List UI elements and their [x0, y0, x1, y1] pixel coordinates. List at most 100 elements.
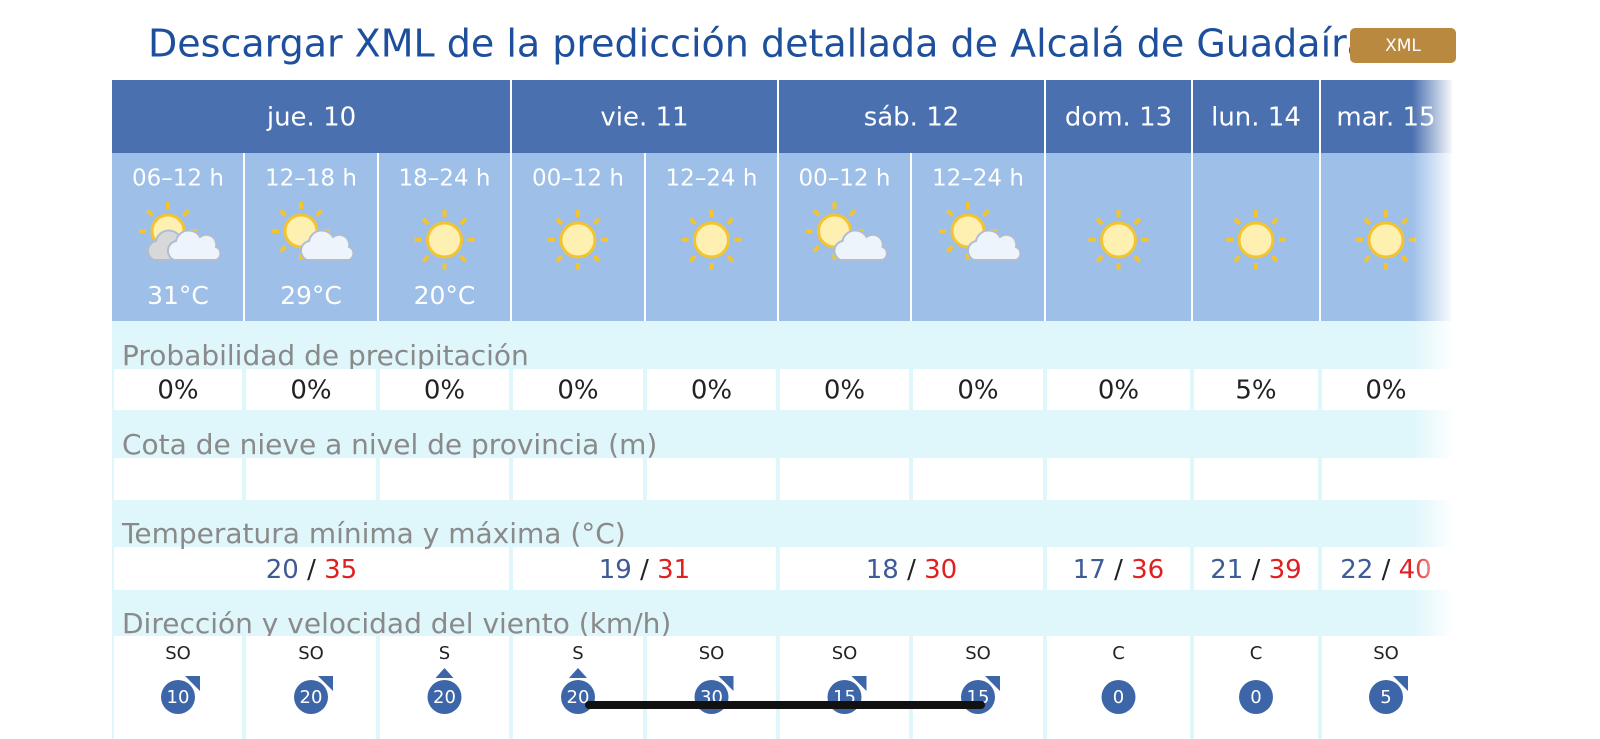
- wind-speed: 0: [1113, 687, 1124, 708]
- period-label: 18–24 h: [399, 166, 491, 192]
- precip-cell: [114, 369, 242, 410]
- temp-max: 30: [924, 555, 957, 585]
- wind-speed: 10: [167, 687, 190, 708]
- wind-direction: SO: [165, 643, 191, 664]
- temp-max: 31: [657, 555, 690, 585]
- section-title: Probabilidad de precipitación: [122, 339, 529, 372]
- sun-ray: [279, 245, 287, 253]
- wind-arrow: [1393, 676, 1408, 691]
- wind-badge: [1101, 680, 1136, 714]
- precip-value: 0%: [824, 376, 865, 406]
- temp-label: 31°C: [147, 281, 209, 310]
- wind-direction: SO: [1373, 643, 1399, 664]
- sun-ray: [592, 217, 601, 226]
- sun: [1237, 221, 1275, 259]
- snow-cell: [246, 458, 376, 500]
- snow-cell: [380, 458, 509, 500]
- sun-ray: [982, 209, 990, 217]
- wind-speed: 20: [567, 687, 590, 708]
- sun-ray: [812, 209, 821, 217]
- sun-ray: [1400, 254, 1409, 263]
- sun: [426, 221, 463, 259]
- wind-direction: SO: [699, 643, 725, 664]
- sun-ray: [555, 254, 564, 263]
- temp-sep: /: [1243, 555, 1268, 585]
- sun-ray: [726, 254, 735, 263]
- temp-range: 17 / 36: [1073, 555, 1164, 585]
- wind-arrow: [718, 676, 734, 691]
- precip-value: 5%: [1235, 376, 1276, 406]
- sun-ray: [555, 217, 564, 226]
- wind-direction: C: [1112, 643, 1125, 664]
- sun-ray: [1270, 254, 1279, 263]
- temp-min: 21: [1210, 555, 1243, 585]
- day-label: lun. 14: [1211, 103, 1301, 133]
- sun-ray: [592, 254, 601, 263]
- section-title: Temperatura mínima y máxima (°C): [121, 517, 626, 550]
- wind-direction: C: [1250, 643, 1263, 664]
- temp-cell: [780, 547, 1043, 590]
- sun-ray: [459, 254, 468, 263]
- temp-range: 21 / 39: [1210, 555, 1301, 585]
- xml-button[interactable]: [1350, 28, 1456, 63]
- wind-direction: S: [439, 643, 450, 664]
- title[interactable]: Descargar XML de la predicción detallada…: [148, 22, 1370, 66]
- snow-cell: [647, 458, 776, 500]
- temp-sep: /: [632, 555, 657, 585]
- sun-ray: [1095, 254, 1104, 263]
- wind-arrow: [985, 676, 1000, 691]
- sun-ray: [946, 245, 954, 253]
- wind-badge: [427, 680, 462, 714]
- precip-value: 0%: [957, 376, 998, 406]
- period-label: 12–24 h: [666, 166, 758, 192]
- temp-min: 17: [1073, 555, 1106, 585]
- precip-value: 0%: [157, 376, 198, 406]
- sun-ray: [688, 217, 697, 226]
- temp-label: 20°C: [414, 281, 476, 310]
- sun-ray: [946, 209, 954, 217]
- sun: [693, 221, 730, 259]
- sun-ray: [182, 209, 190, 217]
- precip-cell: [1194, 369, 1318, 410]
- precip-cell: [913, 369, 1043, 410]
- temp-range: 18 / 30: [866, 555, 957, 585]
- sun: [1367, 221, 1405, 259]
- period-label: 06–12 h: [132, 166, 224, 192]
- precip-cell: [780, 369, 909, 410]
- temp-cell: [1047, 547, 1190, 590]
- cloud: [966, 229, 1022, 261]
- temp-cell: [114, 547, 509, 590]
- sun-ray: [1400, 217, 1409, 226]
- temp-min: 22: [1340, 555, 1373, 585]
- sun-ray: [1233, 254, 1242, 263]
- sun-ray: [1363, 254, 1372, 263]
- snow-cell: [513, 458, 643, 500]
- temp-label: 29°C: [280, 281, 342, 310]
- temp-sep: /: [1106, 555, 1131, 585]
- temp-min: 19: [599, 555, 632, 585]
- section-title: Dirección y velocidad del viento (km/h): [122, 607, 671, 640]
- wind-arrow: [185, 676, 200, 691]
- wind-speed: 0: [1250, 687, 1261, 708]
- precip-cell: [380, 369, 509, 410]
- cloud: [299, 229, 355, 261]
- wind-arrow: [318, 676, 333, 691]
- wind-speed: 20: [300, 687, 323, 708]
- period-label: 00–12 h: [799, 166, 891, 192]
- snow-cell: [114, 458, 242, 500]
- sun-ray: [1363, 217, 1372, 226]
- home-indicator: [585, 701, 985, 709]
- sun-ray: [1133, 217, 1142, 226]
- sun-ray: [1270, 217, 1279, 226]
- wind-arrow: [435, 668, 454, 678]
- temp-max: 36: [1131, 555, 1164, 585]
- sun-ray: [279, 209, 287, 217]
- wind-direction: SO: [965, 643, 991, 664]
- wind-badge: [161, 680, 195, 714]
- day-label: dom. 13: [1065, 103, 1172, 133]
- scroll-fade: [1412, 80, 1454, 739]
- wind-badge: [294, 680, 328, 714]
- wind-arrow: [851, 676, 867, 691]
- xml-button-label[interactable]: XML: [1385, 36, 1421, 56]
